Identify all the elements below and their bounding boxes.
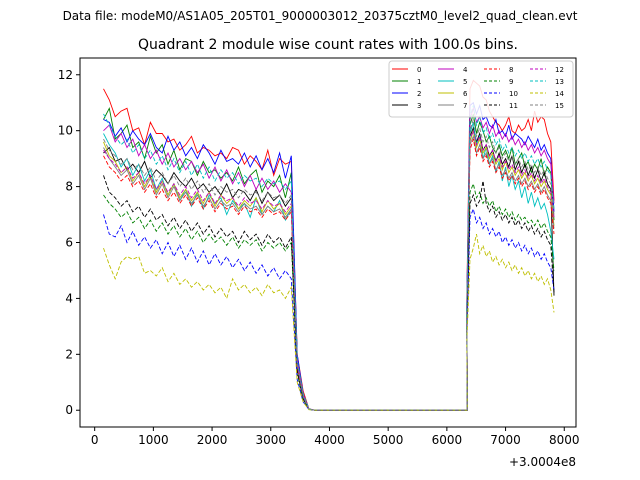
x-tick-label: 6000	[432, 433, 463, 447]
series-line-14	[103, 233, 555, 411]
x-tick-label: 4000	[314, 433, 345, 447]
legend-label-8: 8	[509, 66, 513, 74]
series-line-13	[103, 105, 555, 411]
series-line-6	[103, 130, 555, 411]
legend-label-5: 5	[463, 78, 467, 86]
plot-lines	[103, 79, 555, 411]
x-tick-label: 7000	[490, 433, 521, 447]
legend-label-10: 10	[509, 90, 518, 98]
y-tick-label: 6	[65, 236, 73, 250]
series-line-5	[103, 122, 555, 411]
y-axis-ticks: 0 2 4 6 8 10 12	[58, 68, 80, 417]
legend-label-0: 0	[417, 66, 421, 74]
legend-label-7: 7	[463, 102, 467, 110]
x-axis-offset-label: +3.0004e8	[509, 455, 576, 469]
series-line-15	[103, 119, 555, 411]
legend-label-2: 2	[417, 90, 421, 98]
series-line-10	[103, 207, 555, 411]
chart-suptitle: Data file: modeM0/AS1A05_205T01_90000030…	[63, 9, 578, 23]
series-line-9	[103, 182, 555, 411]
chart-title: Quadrant 2 module wise count rates with …	[138, 37, 518, 53]
legend-label-13: 13	[555, 78, 564, 86]
y-tick-label: 10	[58, 124, 73, 138]
legend-label-4: 4	[463, 66, 468, 74]
x-tick-label: 3000	[255, 433, 286, 447]
x-tick-label: 5000	[373, 433, 404, 447]
legend-label-1: 1	[417, 78, 421, 86]
series-line-12	[103, 129, 555, 411]
legend-label-3: 3	[417, 102, 421, 110]
x-tick-label: 8000	[549, 433, 580, 447]
x-tick-label: 1000	[138, 433, 169, 447]
y-tick-label: 2	[65, 347, 73, 361]
legend-label-12: 12	[555, 66, 564, 74]
legend-label-9: 9	[509, 78, 513, 86]
legend-label-15: 15	[555, 102, 564, 110]
y-tick-label: 8	[65, 180, 73, 194]
x-tick-label: 0	[91, 433, 99, 447]
y-tick-label: 4	[65, 291, 73, 305]
series-line-11	[103, 175, 555, 411]
legend-label-11: 11	[509, 102, 518, 110]
series-line-8	[103, 138, 555, 411]
x-axis-ticks: 0 1000 2000 3000 4000 5000 6000 7000 8000	[91, 427, 580, 447]
series-line-3	[103, 126, 555, 411]
legend-box	[388, 60, 574, 118]
legend-label-6: 6	[463, 90, 468, 98]
y-tick-label: 12	[58, 68, 73, 82]
legend-label-14: 14	[555, 90, 564, 98]
x-tick-label: 2000	[197, 433, 228, 447]
y-tick-label: 0	[65, 403, 73, 417]
